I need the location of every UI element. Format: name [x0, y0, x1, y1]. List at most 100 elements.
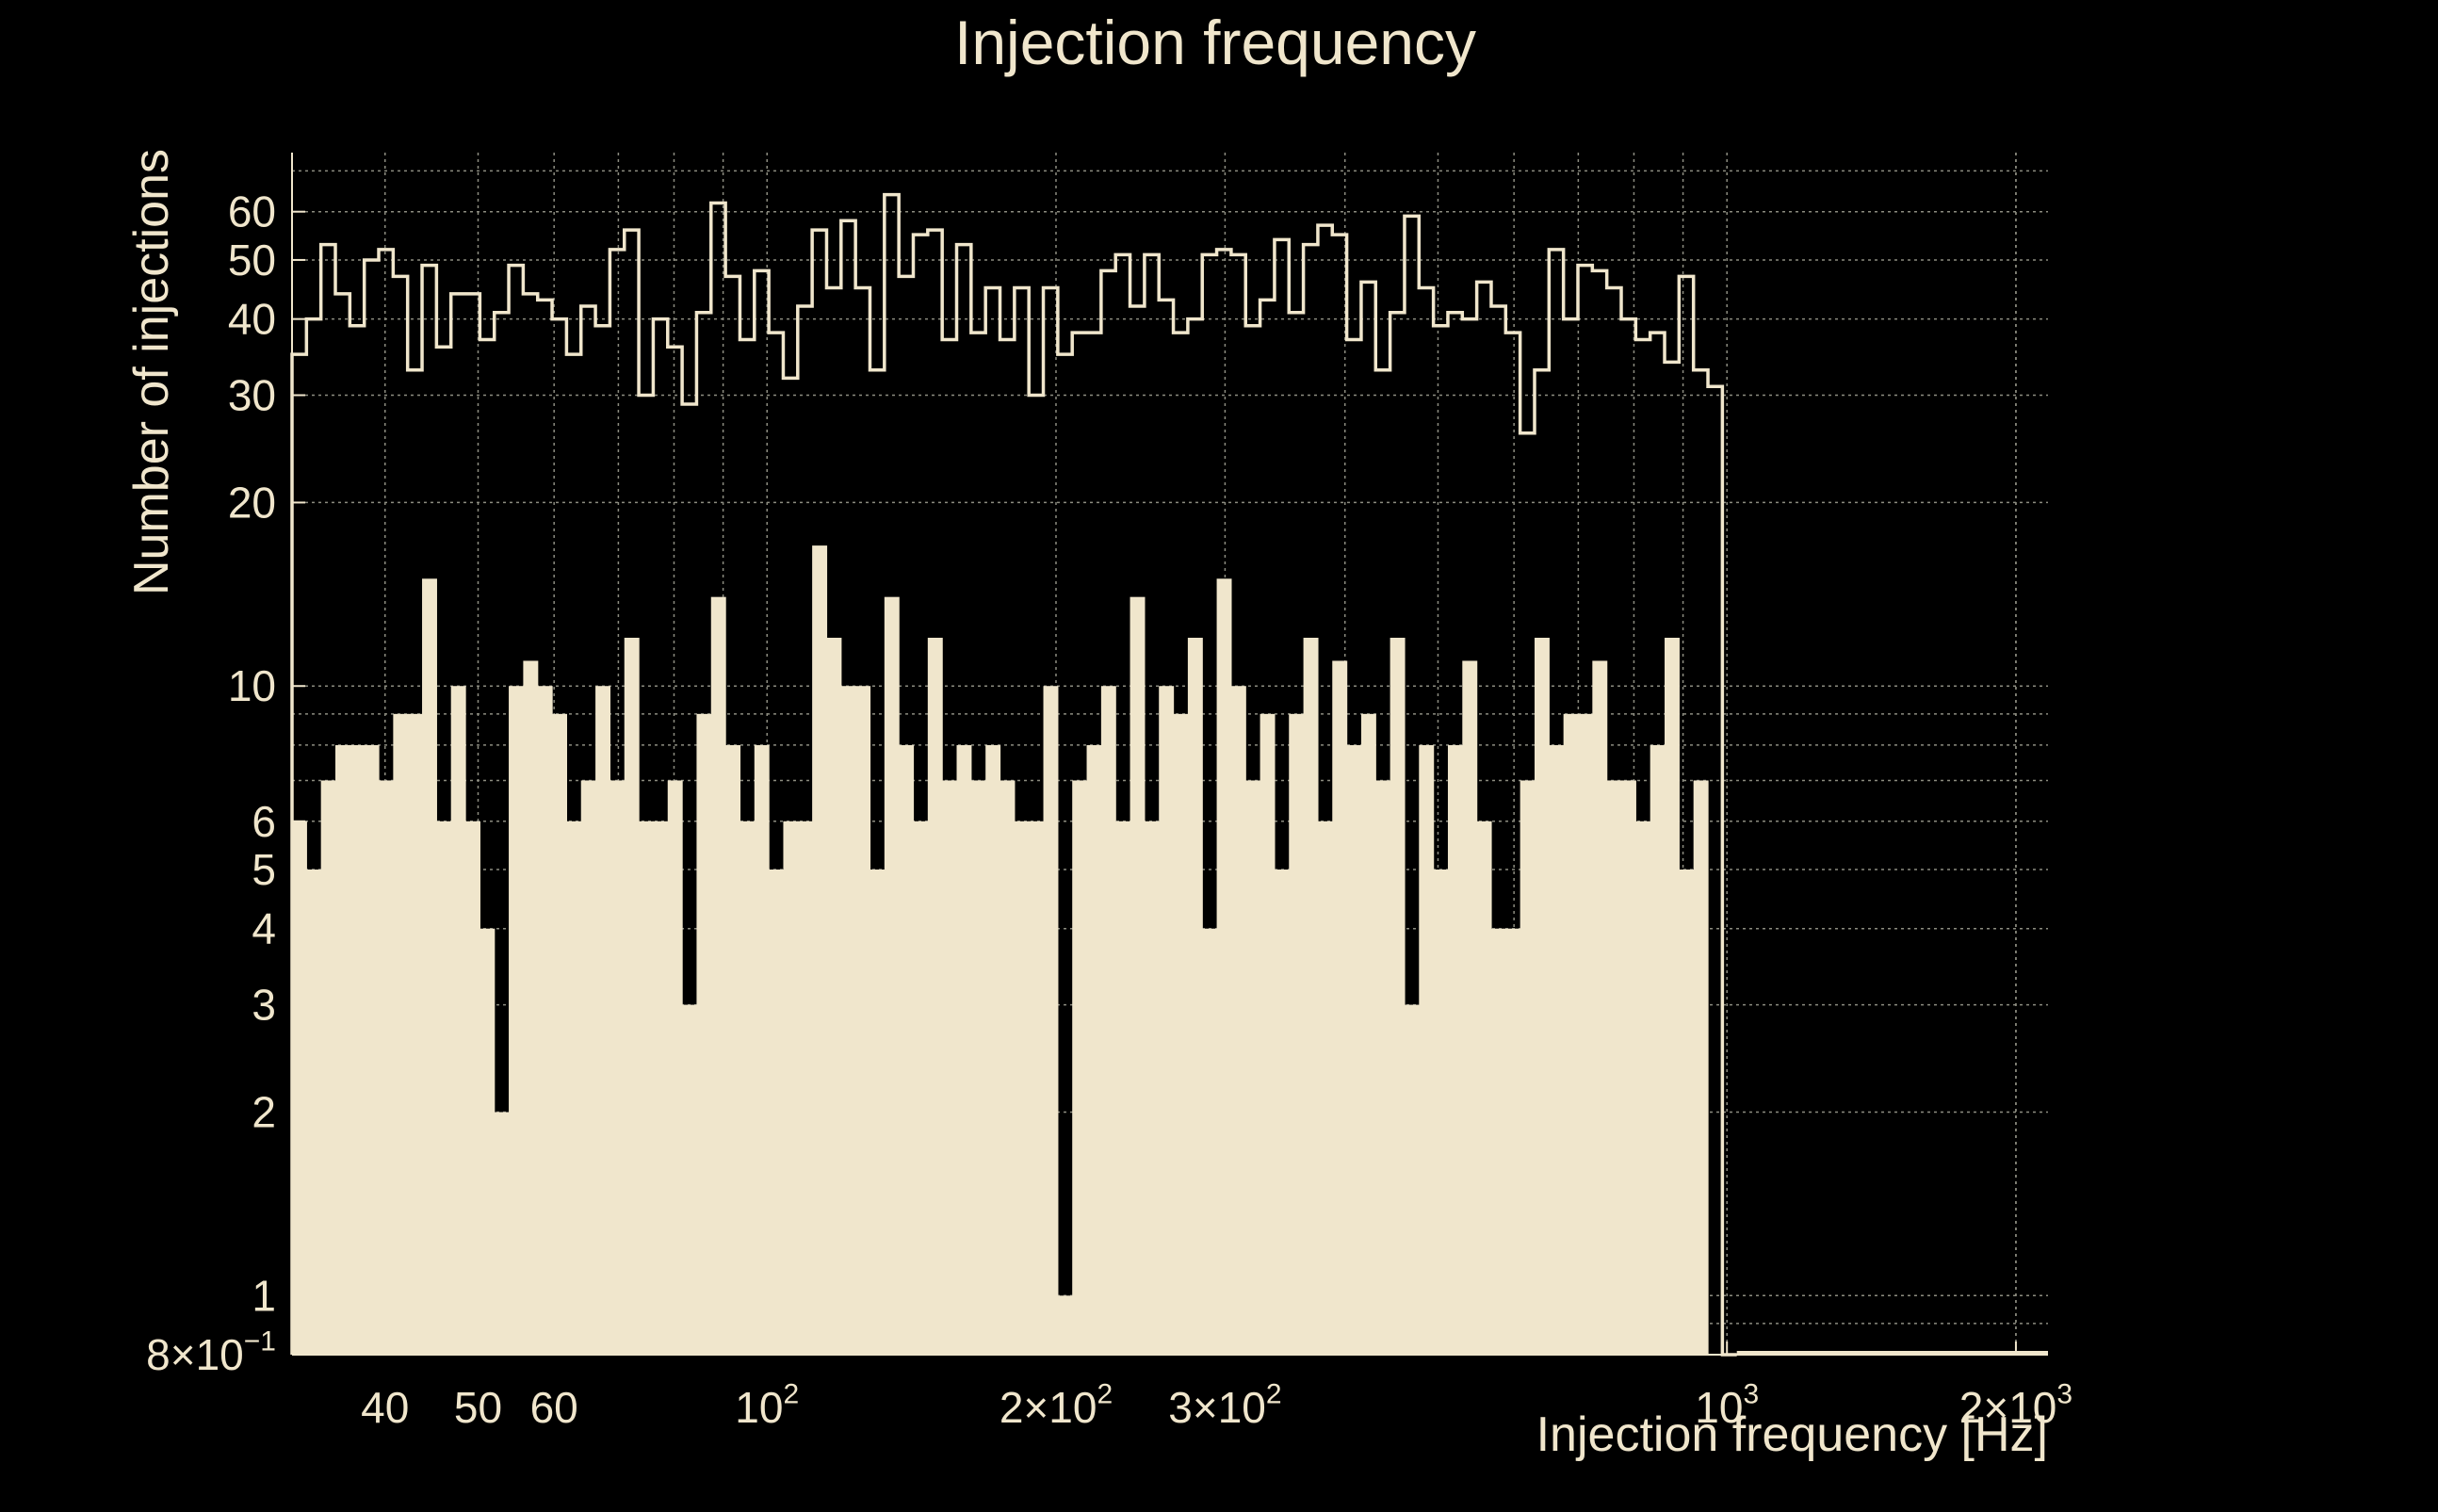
step-line: [290, 192, 1737, 1357]
histogram-bar: [682, 1004, 698, 1355]
histogram-bar: [1447, 744, 1463, 1355]
x-tick-label: 2×102: [1000, 1378, 1113, 1432]
histogram-bar: [1130, 596, 1146, 1355]
histogram-bar: [667, 780, 683, 1355]
histogram-bar: [710, 596, 726, 1355]
histogram-bar: [913, 821, 929, 1355]
histogram-bar: [812, 545, 828, 1355]
histogram-bar: [1260, 713, 1276, 1355]
y-tick-label: 4: [252, 904, 276, 953]
histogram-bar: [870, 870, 886, 1355]
histogram-bar: [335, 744, 350, 1355]
histogram-bar: [610, 780, 626, 1355]
histogram-bar: [970, 780, 986, 1355]
histogram-bar: [595, 686, 611, 1355]
histogram-bar: [725, 744, 741, 1355]
histogram-bar: [580, 780, 596, 1355]
histogram-bar: [479, 928, 496, 1355]
y-tick-label: 40: [228, 295, 276, 344]
histogram-bar: [1592, 660, 1608, 1355]
y-tick-label: 2: [252, 1088, 276, 1137]
histogram-bar: [465, 821, 480, 1355]
histogram-bar: [292, 821, 307, 1355]
histogram-bar: [783, 821, 799, 1355]
histogram-bar: [393, 713, 409, 1355]
histogram-bar: [1665, 637, 1680, 1355]
histogram-bar: [1375, 780, 1391, 1355]
histogram-bar: [1490, 928, 1506, 1355]
histogram-bar: [927, 637, 943, 1355]
histogram-bar: [1000, 780, 1016, 1355]
x-axis-label: Injection frequency [Hz]: [1536, 1407, 2048, 1462]
x-tick-label: 103: [1695, 1378, 1759, 1432]
histogram-bar: [320, 780, 336, 1355]
histogram-bar: [1202, 928, 1218, 1355]
histogram-bar: [1563, 713, 1579, 1355]
y-tick-label: 6: [252, 797, 276, 846]
y-tick-label: 10: [228, 661, 276, 710]
histogram-bar: [379, 780, 394, 1355]
histogram-bar: [1303, 637, 1319, 1355]
histogram-bar: [1505, 928, 1521, 1355]
histogram-bar: [1346, 744, 1362, 1355]
histogram-bar: [855, 686, 871, 1355]
histogram-bar: [1144, 821, 1160, 1355]
histogram-bar: [1476, 821, 1492, 1355]
chart-title: Injection frequency: [954, 8, 1476, 77]
histogram-bar: [1072, 780, 1088, 1355]
histogram-bar: [956, 744, 972, 1355]
histogram-bar: [1419, 744, 1435, 1355]
histogram-bar: [942, 780, 958, 1355]
histogram-bar: [509, 686, 524, 1355]
histogram-bar: [1086, 744, 1102, 1355]
histogram-bar: [552, 713, 568, 1355]
histogram-bar: [1159, 686, 1175, 1355]
histogram-bar: [639, 821, 655, 1355]
histogram-bar: [985, 744, 1001, 1355]
histogram-bar: [436, 821, 452, 1355]
x-tick-label: 60: [530, 1383, 578, 1432]
y-axis-label: Number of injections: [124, 149, 179, 595]
histogram-bar: [1014, 821, 1030, 1355]
histogram-bar: [1115, 821, 1131, 1355]
histogram-bar: [1100, 686, 1116, 1355]
histogram-bar: [696, 713, 712, 1355]
histogram-bar: [884, 596, 900, 1355]
histogram-bar: [826, 637, 842, 1355]
histogram-bar: [1043, 686, 1059, 1355]
histogram-bar: [653, 821, 669, 1355]
histogram-bar: [899, 744, 915, 1355]
histogram-bar: [306, 870, 322, 1355]
histogram-bar: [494, 1112, 510, 1355]
y-tick-label: 30: [228, 370, 276, 419]
y-tick-label: 1: [252, 1271, 276, 1320]
histogram-bar: [1029, 821, 1045, 1355]
histogram-bar: [1621, 780, 1636, 1355]
histogram-bar: [1360, 713, 1376, 1355]
histogram-bar: [624, 637, 640, 1355]
y-tick-label: 20: [228, 478, 276, 527]
x-tick-label: 2×103: [1959, 1378, 2072, 1432]
histogram-bar: [1606, 780, 1622, 1355]
histogram-bar: [1577, 713, 1593, 1355]
histogram-bar: [1390, 637, 1406, 1355]
histogram-bar: [1679, 870, 1695, 1355]
y-tick-label: 60: [228, 187, 276, 236]
y-tick-label: 50: [228, 236, 276, 285]
histogram-bar: [1274, 870, 1290, 1355]
axes: [291, 153, 2048, 1356]
histogram-bar: [450, 686, 466, 1355]
histogram-bar: [1245, 780, 1261, 1355]
histogram-bar: [1216, 578, 1232, 1355]
histogram-bar: [1230, 686, 1246, 1355]
x-tick-label: 102: [735, 1378, 799, 1432]
histogram-bar: [523, 660, 539, 1355]
histogram-bar: [1317, 821, 1333, 1355]
histogram-bar: [840, 686, 856, 1355]
histogram-bar: [1404, 1004, 1420, 1355]
histogram-bar: [1289, 713, 1305, 1355]
histogram-bar: [1433, 870, 1449, 1355]
filled-histogram: [292, 545, 1709, 1355]
histogram-bar: [1635, 821, 1651, 1355]
